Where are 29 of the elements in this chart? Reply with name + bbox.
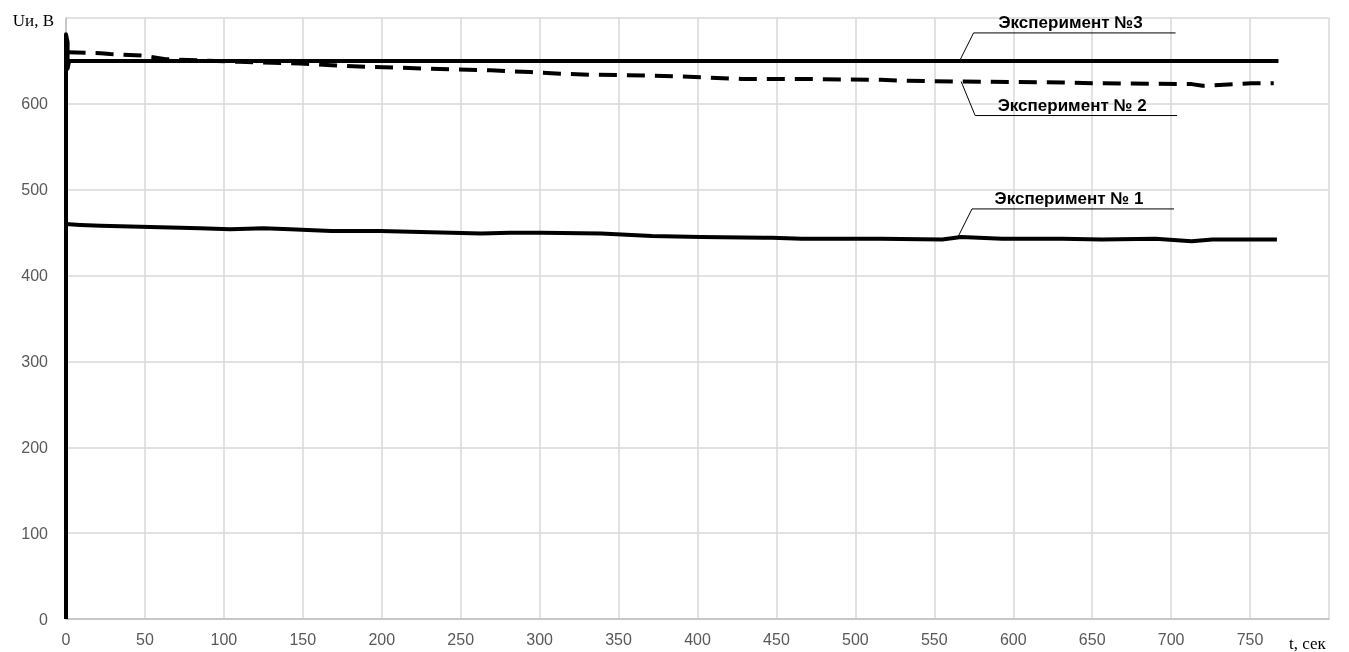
x-tick-label: 100	[210, 630, 238, 648]
annotation: Эксперимент № 2	[997, 95, 1147, 115]
annotation: Эксперимент №3	[998, 12, 1143, 32]
x-tick-label: 700	[1157, 630, 1185, 648]
y-tick-label: 300	[21, 352, 49, 370]
x-tick-label: 350	[605, 630, 633, 648]
y-axis-title: Uи, В	[12, 10, 54, 30]
x-tick-label: 400	[684, 630, 711, 648]
x-tick-label: 550	[920, 630, 948, 648]
x-tick-label: 500	[842, 630, 869, 648]
x-tick-label: 150	[289, 630, 317, 648]
y-tick-label: 400	[21, 267, 49, 285]
x-tick-label: 650	[1078, 630, 1106, 648]
y-tick-label: 200	[21, 438, 49, 456]
y-tick-label: 600	[21, 95, 49, 113]
x-tick-label: 750	[1236, 630, 1264, 648]
x-tick-label: 200	[368, 630, 396, 648]
x-tick-label: 50	[136, 630, 154, 648]
y-tick-label: 100	[21, 524, 49, 542]
y-tick-label: 500	[21, 181, 49, 199]
line-series	[64, 32, 1281, 621]
x-tick-label: 600	[999, 630, 1027, 648]
x-tick-label: 250	[447, 630, 475, 648]
x-tick-label: 450	[763, 630, 790, 648]
x-tick-label: 300	[526, 630, 554, 648]
annotation: Эксперимент № 1	[994, 188, 1144, 208]
x-axis-title: t, сек	[1289, 634, 1327, 652]
y-tick-label: 0	[39, 610, 49, 628]
x-tick-label: 0	[61, 630, 71, 648]
